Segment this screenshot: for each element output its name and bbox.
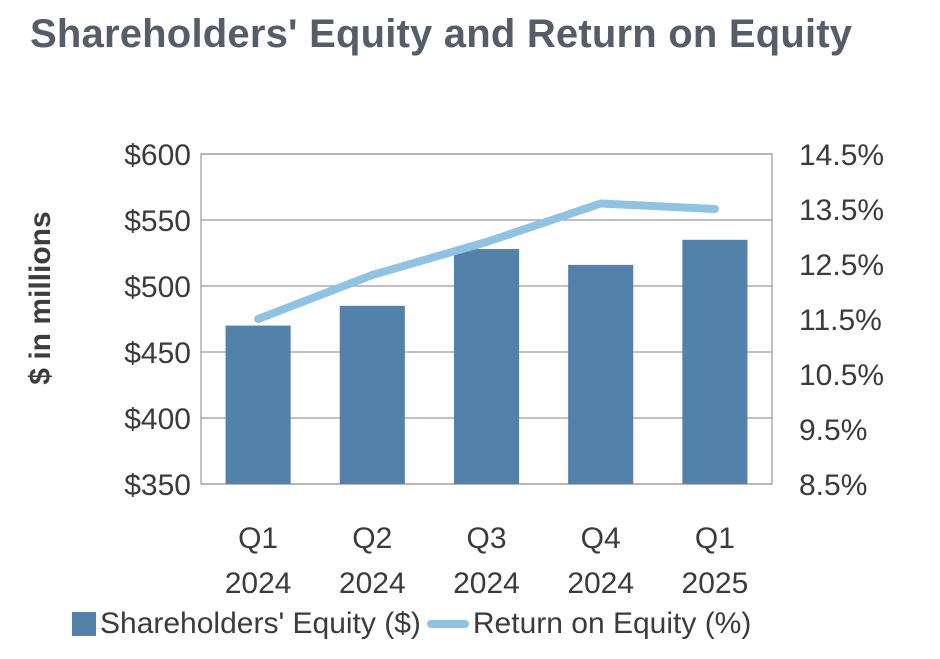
y-left-tick-label: $400	[124, 403, 191, 436]
y-right-tick-label: 9.5%	[799, 414, 867, 447]
y-left-tick-label: $600	[124, 139, 191, 172]
y-right-tick-label: 12.5%	[799, 249, 884, 282]
legend-swatch-roe	[426, 620, 469, 628]
legend-swatch-equity	[72, 612, 96, 636]
equity-bar	[225, 325, 291, 484]
x-tick-label-quarter: Q3	[466, 522, 506, 555]
x-tick-label-year: 2024	[567, 567, 634, 600]
equity-bar	[339, 305, 405, 484]
x-tick-label-year: 2024	[453, 567, 520, 600]
x-tick-label-quarter: Q1	[238, 522, 278, 555]
roe-line	[254, 199, 719, 323]
y-right-tick-label: 8.5%	[799, 469, 867, 502]
y-right-tick-label: 11.5%	[799, 304, 882, 337]
y-left-tick-label: $500	[124, 271, 191, 304]
combo-chart: $350 $400 $450 $500 $550 $600 8.5% 9.5% 10.5% 11.…	[124, 139, 884, 600]
chart-title: Shareholders' Equity and Return on Equit…	[30, 12, 853, 56]
legend-label-roe: Return on Equity (%)	[472, 607, 752, 640]
x-tick-label-quarter: Q1	[695, 522, 735, 555]
y-right-tick-label: 10.5%	[799, 359, 884, 392]
x-tick-label-year: 2025	[682, 567, 749, 600]
equity-bar	[682, 239, 748, 484]
x-tick-label-quarter: Q4	[581, 522, 621, 555]
equity-bar	[568, 264, 634, 484]
chart-legend: Shareholders' Equity ($) Return on Equit…	[72, 607, 751, 641]
y-left-tick-label: $350	[124, 469, 191, 502]
x-tick-label-quarter: Q2	[352, 522, 392, 555]
x-tick-label-year: 2024	[225, 567, 292, 600]
x-tick-label-year: 2024	[339, 567, 406, 600]
y-right-tick-label: 14.5%	[799, 139, 884, 172]
y-left-tick-label: $450	[124, 337, 191, 370]
legend-label-equity: Shareholders' Equity ($)	[100, 607, 421, 640]
equity-bar	[453, 249, 520, 484]
y-left-tick-label: $550	[124, 205, 191, 238]
y-right-tick-label: 13.5%	[799, 194, 884, 227]
